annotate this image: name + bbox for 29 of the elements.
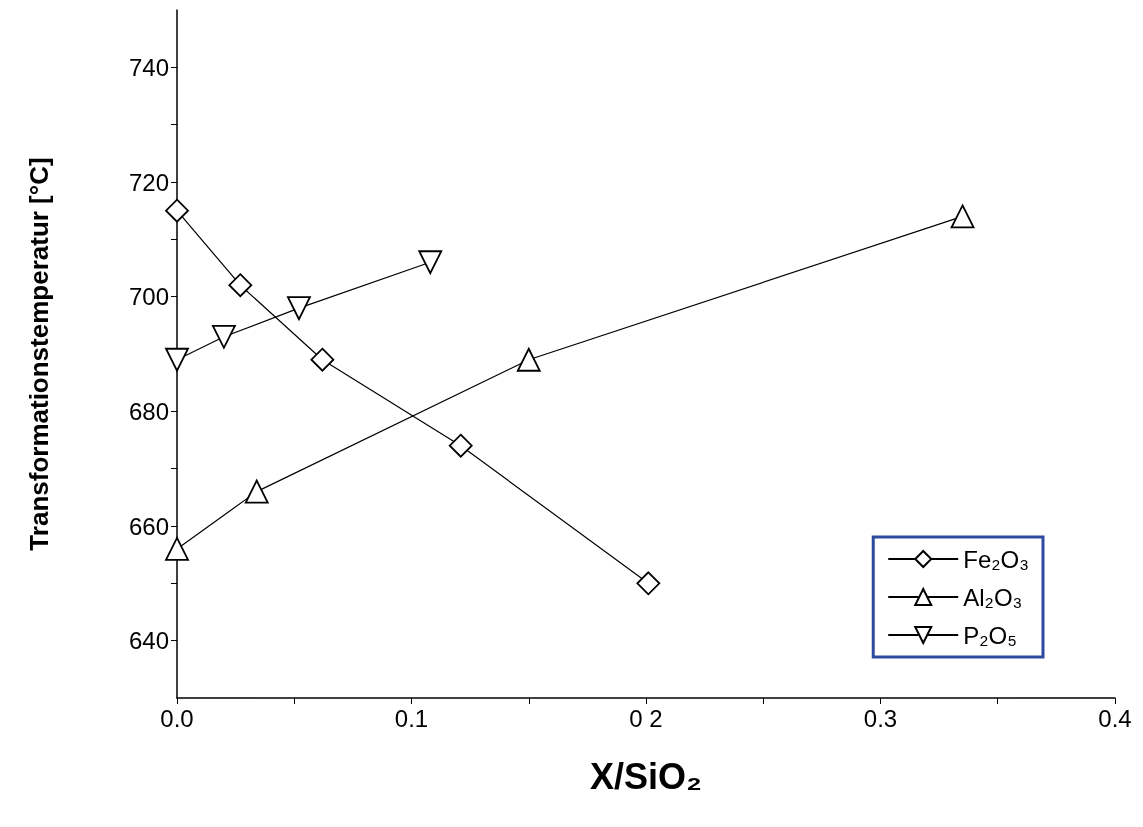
point	[165, 198, 189, 223]
y-tick-label: 700	[128, 283, 169, 311]
point	[165, 537, 189, 561]
point	[636, 571, 661, 596]
y-tick-label: 660	[128, 512, 169, 540]
point	[516, 347, 541, 372]
point	[287, 296, 311, 321]
y-axis-title: Transformationstemperatur [°C]	[24, 157, 54, 551]
point	[228, 273, 253, 298]
y-tick-label: 640	[128, 627, 169, 655]
y-tick-label: 720	[128, 168, 169, 196]
point	[448, 433, 473, 458]
legend-label: Fe₂O₃	[963, 545, 1029, 573]
x-tick-label: 0.4	[1098, 704, 1132, 732]
point	[165, 347, 189, 372]
y-tick-label: 740	[128, 53, 169, 81]
y-tick-label: 680	[128, 397, 169, 425]
x-tick-label: 0 2	[629, 704, 663, 732]
point	[418, 250, 443, 275]
x-tick-label: 0.3	[863, 704, 898, 732]
point	[212, 324, 236, 349]
x-tick-label: 0.1	[394, 704, 429, 732]
point	[950, 204, 975, 229]
x-axis-title: X/SiO₂	[589, 755, 703, 797]
legend-label: P₂O₅	[963, 621, 1017, 649]
point	[244, 479, 269, 504]
legend-label: Al₂O₃	[963, 583, 1023, 611]
point	[310, 347, 335, 372]
x-tick-label: 0.0	[160, 704, 194, 732]
